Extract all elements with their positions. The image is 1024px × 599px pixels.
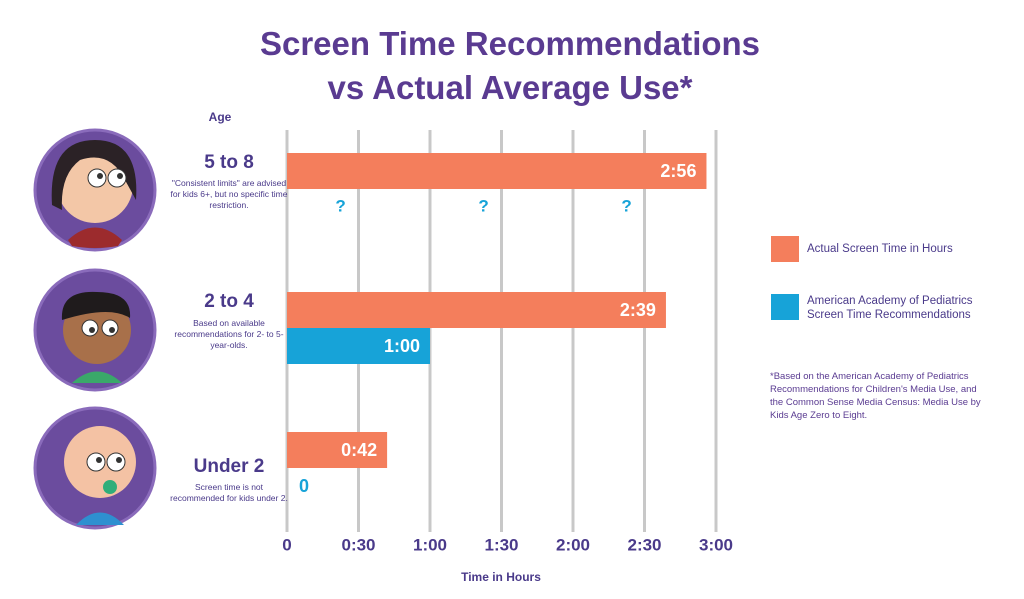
chart-title: Screen Time Recommendations vs Actual Av…: [259, 25, 761, 106]
pupil: [89, 327, 95, 333]
pupil: [96, 457, 102, 463]
hair: [61, 291, 131, 320]
bar: [287, 153, 707, 189]
value-label: 0: [299, 476, 309, 496]
eye: [107, 168, 127, 188]
legend-label: Actual Screen Time in Hours: [807, 243, 953, 255]
x-axis-title: Time in Hours: [461, 570, 541, 584]
pacifier: [103, 480, 117, 494]
bar: [287, 432, 388, 468]
value-label: 2:39: [620, 300, 656, 320]
missing-marker: ?: [478, 196, 488, 215]
shirt: [76, 512, 124, 525]
legend-swatch: [771, 294, 799, 320]
value-label: 2:56: [660, 161, 696, 181]
shirt: [72, 371, 122, 383]
shirt: [68, 227, 122, 248]
missing-marker: ?: [621, 196, 631, 215]
pupil: [117, 173, 123, 179]
x-tick-label: 1:30: [484, 535, 518, 554]
eye: [106, 452, 126, 472]
x-tick-label: 2:00: [556, 535, 590, 554]
y-axis-title: Age: [209, 110, 232, 124]
pupil: [97, 173, 103, 179]
category-label: Under 2: [194, 456, 265, 477]
legend-label: American Academy of Pediatrics Screen Ti…: [807, 295, 973, 321]
pupil: [116, 457, 122, 463]
x-tick-label: 3:00: [699, 535, 733, 554]
avatars: [33, 128, 157, 530]
hair: [51, 140, 137, 210]
x-tick-label: 0: [282, 535, 291, 554]
legend-swatch: [771, 236, 799, 262]
x-tick-label: 1:00: [413, 535, 447, 554]
pupil: [109, 327, 115, 333]
missing-marker: ?: [335, 196, 345, 215]
category-label: 2 to 4: [204, 291, 254, 312]
eye: [87, 168, 107, 188]
value-label: 0:42: [341, 440, 377, 460]
footnote: *Based on the American Academy of Pediat…: [770, 371, 981, 421]
value-label: 1:00: [384, 336, 420, 356]
bar: [287, 328, 430, 364]
age-note: Screen time is not recommended for kids …: [170, 482, 288, 503]
age-note: Based on available recommendations for 2…: [174, 318, 284, 350]
x-tick-label: 2:30: [627, 535, 661, 554]
x-tick-label: 0:30: [341, 535, 375, 554]
age-note: "Consistent limits" are advised for kids…: [170, 178, 288, 210]
eye: [86, 452, 106, 472]
bar: [287, 292, 666, 328]
category-label: 5 to 8: [204, 152, 254, 173]
